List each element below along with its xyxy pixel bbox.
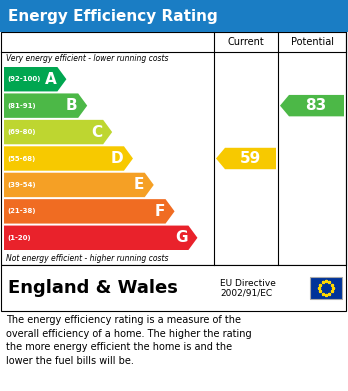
Text: 2002/91/EC: 2002/91/EC <box>220 289 272 298</box>
Bar <box>1 265 346 311</box>
Polygon shape <box>4 199 175 224</box>
Text: England & Wales: England & Wales <box>8 279 178 297</box>
Text: (92-100): (92-100) <box>7 76 40 82</box>
Text: 83: 83 <box>306 98 327 113</box>
Polygon shape <box>280 95 344 117</box>
Text: Very energy efficient - lower running costs: Very energy efficient - lower running co… <box>6 54 168 63</box>
Text: (55-68): (55-68) <box>7 156 35 161</box>
Text: Not energy efficient - higher running costs: Not energy efficient - higher running co… <box>6 254 168 263</box>
Polygon shape <box>4 67 66 91</box>
Text: EU Directive: EU Directive <box>220 278 276 287</box>
Text: Potential: Potential <box>291 37 333 47</box>
Polygon shape <box>4 120 112 144</box>
Text: (1-20): (1-20) <box>7 235 31 241</box>
Text: Energy Efficiency Rating: Energy Efficiency Rating <box>8 9 218 23</box>
Polygon shape <box>4 173 154 197</box>
Text: C: C <box>91 125 102 140</box>
Text: G: G <box>175 230 188 245</box>
Bar <box>310 277 342 299</box>
Text: (81-91): (81-91) <box>7 103 35 109</box>
Polygon shape <box>216 148 276 169</box>
Text: B: B <box>65 98 77 113</box>
Text: The energy efficiency rating is a measure of the
overall efficiency of a home. T: The energy efficiency rating is a measur… <box>6 315 252 366</box>
Text: (21-38): (21-38) <box>7 208 35 214</box>
Text: (39-54): (39-54) <box>7 182 35 188</box>
Text: F: F <box>154 204 165 219</box>
Polygon shape <box>4 226 197 250</box>
Text: (69-80): (69-80) <box>7 129 35 135</box>
Text: A: A <box>45 72 56 87</box>
Text: Current: Current <box>228 37 264 47</box>
Text: E: E <box>133 178 144 192</box>
Polygon shape <box>4 146 133 171</box>
Polygon shape <box>4 93 87 118</box>
Text: D: D <box>110 151 123 166</box>
Bar <box>1 32 346 265</box>
Bar <box>0 0 348 32</box>
Text: 59: 59 <box>239 151 261 166</box>
